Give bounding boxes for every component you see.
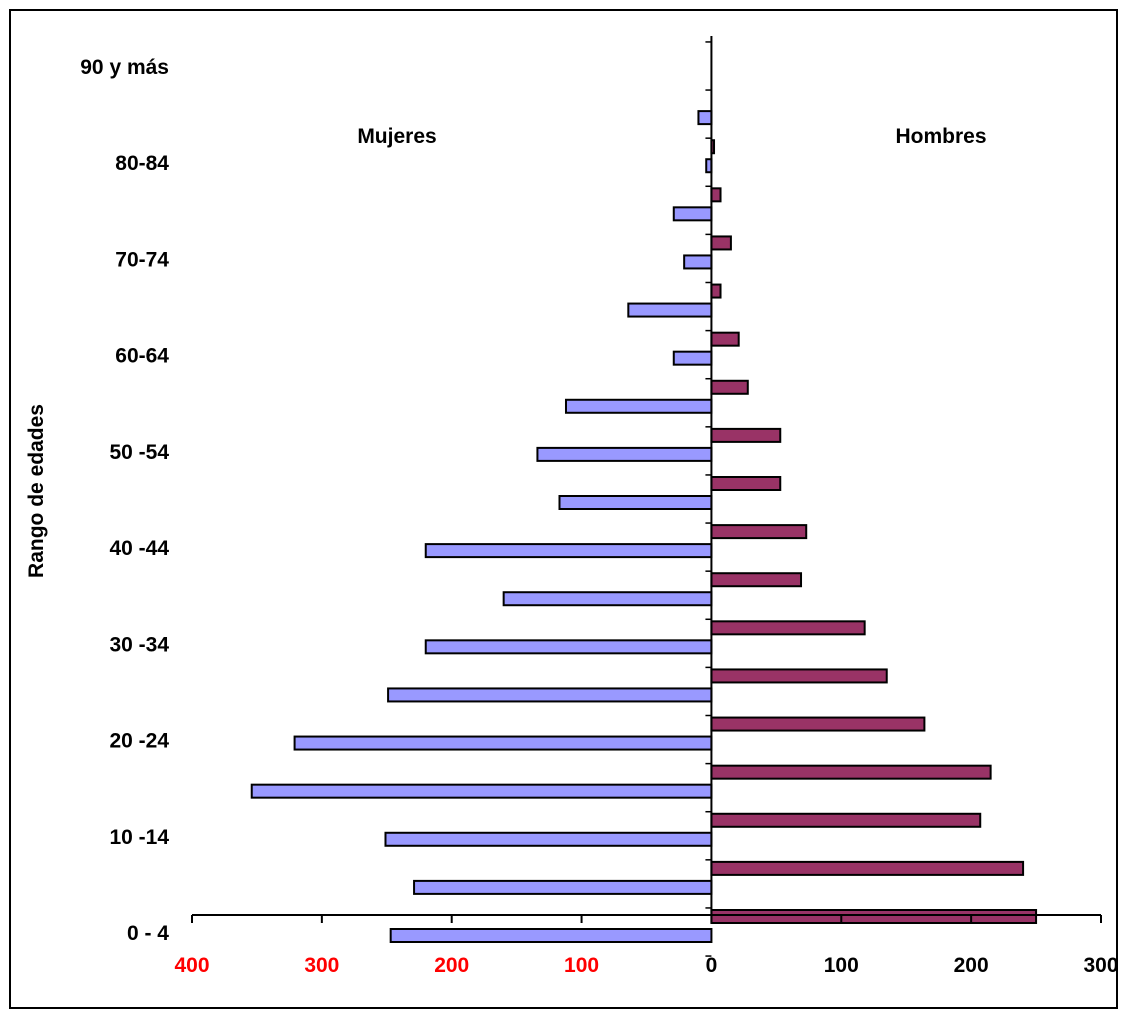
x-tick-label: 100 bbox=[824, 954, 859, 977]
bar-mujeres bbox=[536, 446, 713, 462]
bar-mujeres bbox=[627, 302, 713, 318]
bar-hombres bbox=[710, 860, 1025, 876]
bar-mujeres bbox=[564, 398, 713, 414]
bar-hombres bbox=[710, 187, 722, 203]
bar-mujeres bbox=[293, 735, 713, 751]
bar-hombres bbox=[710, 572, 803, 588]
y-category-label: 20 -24 bbox=[109, 730, 169, 753]
bar-mujeres bbox=[424, 639, 713, 655]
x-tick-label: 300 bbox=[304, 954, 339, 977]
bar-hombres bbox=[710, 283, 722, 299]
series-label-mujeres: Mujeres bbox=[357, 125, 436, 148]
x-tick-label: 200 bbox=[434, 954, 469, 977]
y-category-label: 90 y más bbox=[80, 56, 169, 79]
y-axis-title: Rango de edades bbox=[25, 404, 48, 578]
bar-hombres bbox=[710, 524, 808, 540]
x-tick-label: 300 bbox=[1083, 954, 1116, 977]
bar-mujeres bbox=[424, 543, 713, 559]
bar-mujeres bbox=[384, 831, 713, 847]
bar-hombres bbox=[710, 331, 740, 347]
y-category-label: 0 - 4 bbox=[127, 922, 169, 945]
y-category-label: 70-74 bbox=[115, 248, 169, 271]
y-category-label: 60-64 bbox=[115, 345, 169, 368]
bar-hombres bbox=[710, 716, 926, 732]
chart-frame: Mujeres Hombres Rango de edades 400 300 200 10… bbox=[9, 9, 1118, 1009]
bar-hombres bbox=[710, 909, 1038, 924]
x-tick-label: 0 bbox=[706, 954, 718, 977]
bar-hombres bbox=[710, 476, 782, 491]
bar-mujeres bbox=[672, 206, 713, 222]
bar-mujeres bbox=[558, 495, 713, 510]
y-category-label: 50 -54 bbox=[109, 441, 169, 464]
y-category-label: 80-84 bbox=[115, 152, 169, 175]
x-tick-label: 100 bbox=[564, 954, 599, 977]
bar-mujeres bbox=[672, 350, 713, 366]
bar-hombres bbox=[710, 812, 982, 828]
bar-mujeres bbox=[387, 687, 713, 703]
series-label-hombres: Hombres bbox=[895, 125, 986, 148]
bar-hombres bbox=[710, 620, 866, 636]
bar-hombres bbox=[710, 379, 749, 395]
y-category-label: 30 -34 bbox=[109, 633, 169, 656]
x-tick-label: 200 bbox=[954, 954, 989, 977]
bar-mujeres bbox=[683, 254, 713, 270]
y-category-label: 40 -44 bbox=[109, 537, 169, 560]
bar-mujeres bbox=[502, 591, 713, 607]
population-pyramid-chart: Mujeres Hombres Rango de edades 400 300 200 10… bbox=[25, 36, 1116, 977]
bar-hombres bbox=[710, 764, 992, 780]
bar-mujeres bbox=[389, 928, 713, 943]
bar-mujeres bbox=[413, 879, 713, 895]
bar-mujeres bbox=[250, 783, 713, 799]
bar-hombres bbox=[710, 427, 782, 443]
x-tick-label: 400 bbox=[174, 954, 209, 977]
bar-hombres bbox=[710, 668, 888, 684]
y-category-label: 10 -14 bbox=[109, 826, 169, 849]
bar-hombres bbox=[710, 235, 732, 251]
bar-mujeres bbox=[697, 110, 713, 126]
